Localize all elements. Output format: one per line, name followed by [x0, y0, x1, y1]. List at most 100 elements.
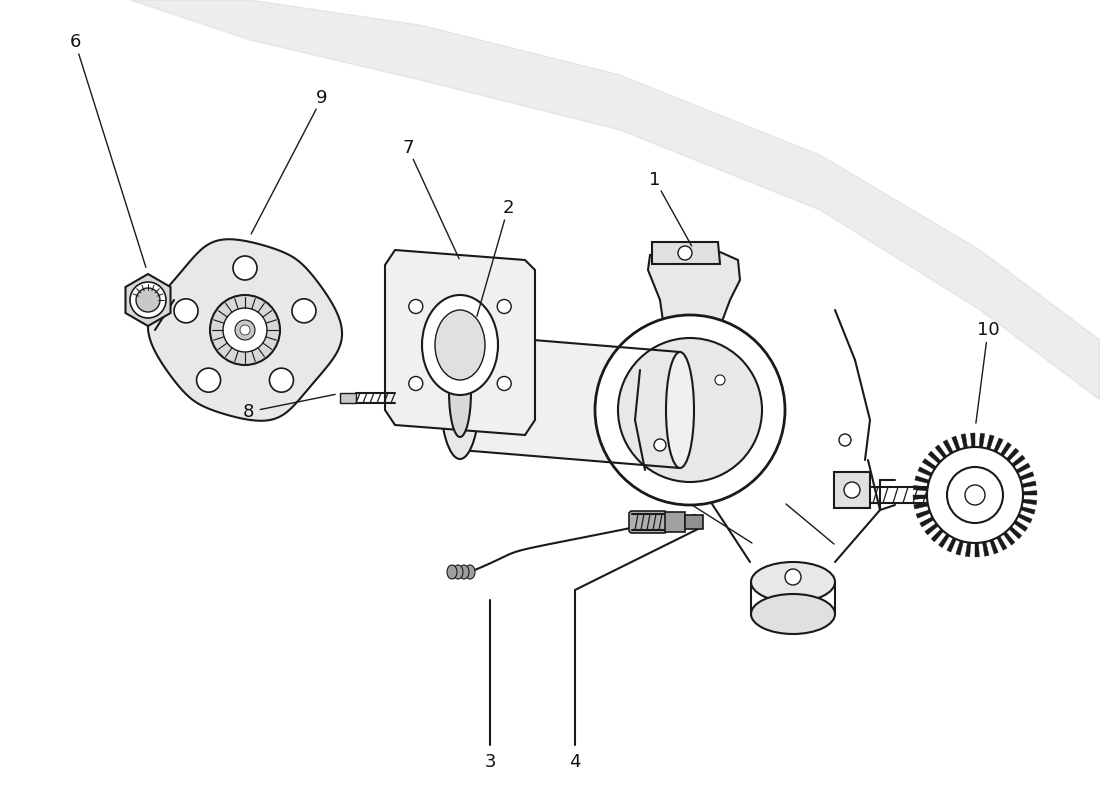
- Ellipse shape: [453, 565, 463, 579]
- Circle shape: [844, 482, 860, 498]
- Text: a passion for parts: a passion for parts: [383, 295, 737, 505]
- Polygon shape: [652, 242, 720, 264]
- Polygon shape: [961, 434, 968, 448]
- Polygon shape: [956, 541, 964, 555]
- Polygon shape: [1012, 455, 1025, 466]
- Ellipse shape: [465, 565, 475, 579]
- Circle shape: [912, 432, 1038, 558]
- Polygon shape: [385, 250, 535, 435]
- Polygon shape: [1000, 442, 1011, 456]
- Ellipse shape: [751, 562, 835, 602]
- Circle shape: [715, 375, 725, 385]
- Polygon shape: [975, 543, 979, 557]
- FancyBboxPatch shape: [629, 511, 667, 533]
- Polygon shape: [1023, 490, 1037, 495]
- Circle shape: [136, 288, 160, 312]
- Polygon shape: [952, 436, 960, 450]
- Circle shape: [839, 434, 851, 446]
- Circle shape: [130, 282, 166, 318]
- Polygon shape: [979, 434, 984, 447]
- Polygon shape: [997, 536, 1006, 550]
- Text: 1: 1: [649, 171, 661, 189]
- Polygon shape: [1021, 506, 1035, 514]
- Polygon shape: [1009, 526, 1022, 539]
- Polygon shape: [938, 534, 949, 548]
- Text: 6: 6: [69, 33, 80, 51]
- Bar: [834, 472, 870, 508]
- Polygon shape: [932, 529, 944, 542]
- Polygon shape: [925, 523, 938, 535]
- Circle shape: [233, 256, 257, 280]
- Polygon shape: [990, 539, 999, 554]
- Circle shape: [618, 338, 762, 482]
- Circle shape: [223, 308, 267, 352]
- Text: 8: 8: [242, 403, 254, 421]
- Ellipse shape: [447, 565, 456, 579]
- Polygon shape: [987, 435, 994, 450]
- Bar: [340, 393, 356, 403]
- Circle shape: [235, 320, 255, 340]
- Polygon shape: [993, 438, 1003, 452]
- Polygon shape: [947, 538, 956, 552]
- Polygon shape: [913, 486, 927, 491]
- Polygon shape: [915, 476, 930, 483]
- Text: 3: 3: [484, 753, 496, 771]
- Ellipse shape: [422, 295, 498, 395]
- Polygon shape: [1006, 448, 1019, 461]
- Polygon shape: [1020, 472, 1034, 480]
- Polygon shape: [914, 502, 928, 509]
- Polygon shape: [923, 458, 936, 470]
- Circle shape: [197, 368, 221, 392]
- Polygon shape: [148, 239, 342, 421]
- Polygon shape: [982, 542, 989, 556]
- Circle shape: [785, 569, 801, 585]
- Circle shape: [497, 299, 512, 314]
- Polygon shape: [460, 334, 680, 468]
- Polygon shape: [130, 0, 1100, 400]
- Bar: [685, 515, 703, 529]
- Circle shape: [965, 485, 985, 505]
- Circle shape: [292, 299, 316, 323]
- Circle shape: [409, 377, 422, 390]
- Polygon shape: [1014, 521, 1027, 531]
- Polygon shape: [1022, 481, 1036, 487]
- Polygon shape: [943, 440, 954, 454]
- Circle shape: [270, 368, 294, 392]
- Polygon shape: [1016, 463, 1031, 474]
- Bar: [666, 512, 685, 532]
- Circle shape: [497, 377, 512, 390]
- Circle shape: [240, 325, 250, 335]
- Polygon shape: [920, 517, 934, 527]
- Polygon shape: [928, 451, 942, 463]
- Circle shape: [654, 439, 666, 451]
- Circle shape: [210, 295, 280, 365]
- Ellipse shape: [459, 565, 469, 579]
- Polygon shape: [913, 495, 927, 499]
- Circle shape: [927, 447, 1023, 543]
- Ellipse shape: [434, 310, 485, 380]
- Text: 4: 4: [570, 753, 581, 771]
- Polygon shape: [648, 250, 740, 335]
- Polygon shape: [935, 445, 947, 458]
- Circle shape: [947, 467, 1003, 523]
- Ellipse shape: [440, 325, 480, 459]
- Circle shape: [678, 246, 692, 260]
- Circle shape: [409, 299, 422, 314]
- Polygon shape: [916, 510, 931, 518]
- Text: 7: 7: [403, 139, 414, 157]
- Ellipse shape: [666, 352, 694, 468]
- Text: 2: 2: [503, 199, 514, 217]
- Polygon shape: [917, 467, 932, 476]
- Polygon shape: [1003, 532, 1015, 545]
- Polygon shape: [1018, 514, 1032, 523]
- Polygon shape: [966, 542, 971, 557]
- Text: 9: 9: [317, 89, 328, 107]
- Ellipse shape: [449, 347, 471, 437]
- Circle shape: [595, 315, 785, 505]
- Ellipse shape: [751, 594, 835, 634]
- Polygon shape: [970, 433, 975, 447]
- Polygon shape: [1022, 499, 1037, 505]
- Text: 10: 10: [977, 321, 999, 339]
- Circle shape: [174, 299, 198, 323]
- Polygon shape: [125, 274, 170, 326]
